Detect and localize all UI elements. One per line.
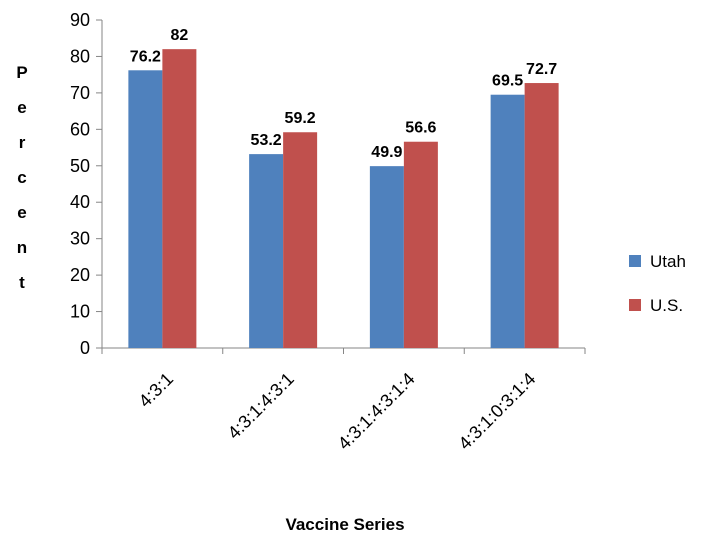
- bar-utah-0: [128, 70, 163, 348]
- data-label: 49.9: [371, 144, 402, 161]
- legend-swatch: [629, 299, 641, 311]
- bar-utah-2: [369, 166, 404, 348]
- data-label: 82: [170, 27, 188, 44]
- y-tick-label: 60: [70, 119, 90, 139]
- x-tick-label: 4:3:1:4:3:1: [224, 369, 298, 443]
- data-label: 53.2: [251, 132, 282, 149]
- bar-u-s--3: [524, 83, 559, 348]
- data-label: 59.2: [285, 110, 316, 127]
- bar-utah-1: [249, 154, 284, 348]
- y-tick-label: 90: [70, 10, 90, 30]
- bar-u-s--0: [162, 49, 197, 349]
- legend-swatch: [629, 255, 641, 267]
- x-axis-title: Vaccine Series: [285, 515, 404, 534]
- y-axis-title-letter: n: [17, 238, 27, 257]
- data-label: 69.5: [492, 73, 523, 90]
- x-tick-label: 4:3:1: [135, 369, 177, 411]
- bar-u-s--1: [283, 132, 318, 348]
- y-axis-title-letter: r: [19, 133, 26, 152]
- bars: [128, 49, 559, 349]
- y-tick-label: 20: [70, 265, 90, 285]
- legend-label: Utah: [650, 252, 686, 271]
- y-axis-title-letter: P: [16, 63, 27, 82]
- data-labels: 76.2 82 53.259.2 49.956.6 69.572.7: [130, 27, 557, 161]
- x-tick-label: 4:3:1:0:3:1:4: [455, 369, 540, 454]
- legend: Utah U.S.: [629, 252, 686, 315]
- axes: 0 10 20 30 40 50 60 70 80 90: [70, 10, 586, 358]
- bar-utah-3: [490, 94, 525, 348]
- bar-u-s--2: [403, 141, 438, 348]
- y-tick-label: 10: [70, 302, 90, 322]
- data-label: 76.2: [130, 48, 161, 65]
- x-tick-label: 4:3:1:4:3:1:4: [334, 369, 419, 454]
- data-label: 56.6: [405, 120, 436, 137]
- y-tick-label: 30: [70, 229, 90, 249]
- y-tick-label: 80: [70, 46, 90, 66]
- y-tick-label: 0: [80, 338, 90, 358]
- y-axis-title-letter: c: [17, 168, 26, 187]
- y-tick-label: 40: [70, 192, 90, 212]
- y-axis-title-letter: e: [17, 98, 26, 117]
- legend-label: U.S.: [650, 296, 683, 315]
- y-axis-title-letter: e: [17, 203, 26, 222]
- y-axis-title-letter: t: [19, 273, 25, 292]
- data-label: 72.7: [526, 61, 557, 78]
- y-tick-label: 50: [70, 156, 90, 176]
- y-tick-label: 70: [70, 83, 90, 103]
- x-tick-labels: 4:3:1 4:3:1:4:3:1 4:3:1:4:3:1:4 4:3:1:0:3:1…: [135, 369, 540, 454]
